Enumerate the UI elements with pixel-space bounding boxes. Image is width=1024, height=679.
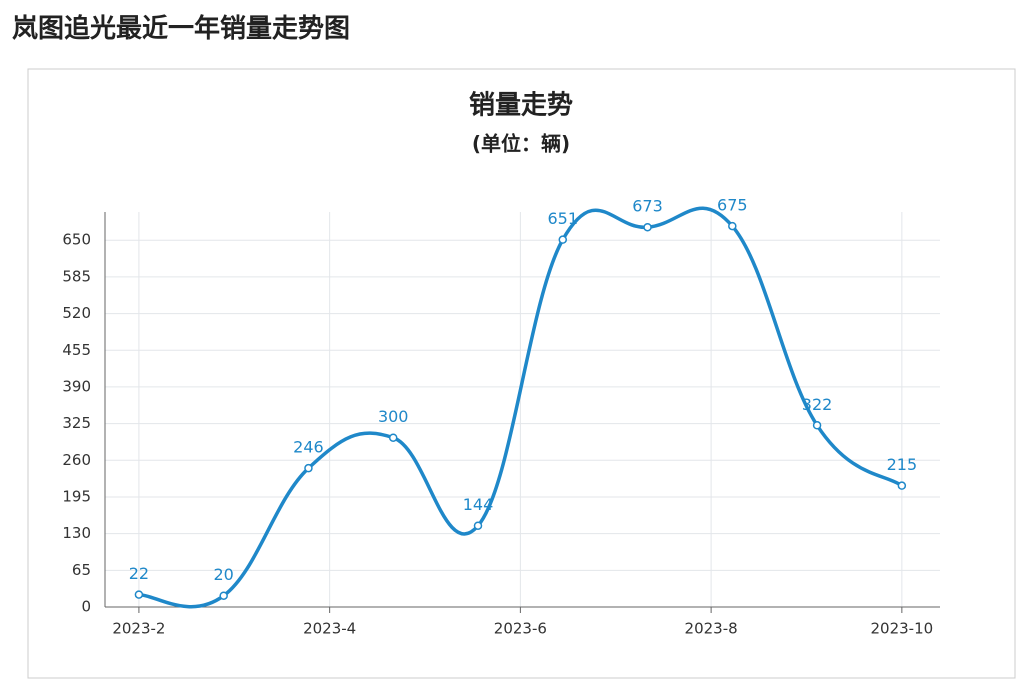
- x-tick-label: 2023-6: [494, 620, 547, 638]
- data-label: 22: [129, 564, 149, 583]
- data-point: [812, 421, 822, 430]
- x-tick-label: 2023-8: [685, 620, 738, 638]
- data-label: 300: [378, 407, 409, 426]
- data-point: [473, 521, 483, 530]
- y-tick-label: 390: [62, 377, 91, 395]
- x-tick-label: 2023-10: [871, 620, 934, 638]
- y-tick-label: 195: [62, 487, 91, 505]
- y-tick-label: 260: [62, 451, 91, 469]
- data-point: [134, 590, 144, 599]
- data-point: [643, 222, 652, 232]
- chart-subtitle: (单位：辆): [472, 132, 570, 156]
- data-label: 675: [717, 196, 748, 215]
- data-label: 246: [293, 438, 324, 457]
- data-point: [219, 591, 228, 600]
- data-label: 322: [802, 395, 833, 414]
- x-tick-label: 2023-2: [112, 620, 165, 638]
- data-label: 673: [632, 197, 663, 216]
- data-point: [897, 481, 907, 490]
- data-label: 215: [887, 455, 918, 474]
- chart-frame: [27, 68, 1016, 679]
- y-tick-label: 455: [62, 341, 91, 359]
- series-line: [138, 206, 903, 609]
- y-tick-label: 130: [62, 524, 91, 542]
- data-label: 651: [547, 209, 578, 228]
- data-label: 20: [214, 565, 234, 584]
- y-tick-label: 0: [81, 598, 91, 616]
- y-tick-label: 325: [62, 414, 91, 432]
- chart-title: 销量走势: [469, 91, 573, 121]
- grid: [104, 212, 940, 613]
- data-point: [304, 463, 313, 473]
- y-tick-label: 585: [62, 267, 91, 285]
- y-tick-label: 650: [62, 231, 91, 249]
- page-heading: 岚图追光最近一年销量走势图: [12, 14, 351, 44]
- data-point: [728, 221, 737, 231]
- y-tick-label: 65: [72, 561, 91, 579]
- y-tick-label: 520: [62, 304, 91, 322]
- data-label: 144: [463, 495, 494, 514]
- x-tick-label: 2023-4: [303, 620, 356, 638]
- data-point: [558, 235, 568, 244]
- plot: 22 20 246 300 144 651 673 675 322 215: [129, 196, 918, 609]
- data-point: [388, 433, 398, 442]
